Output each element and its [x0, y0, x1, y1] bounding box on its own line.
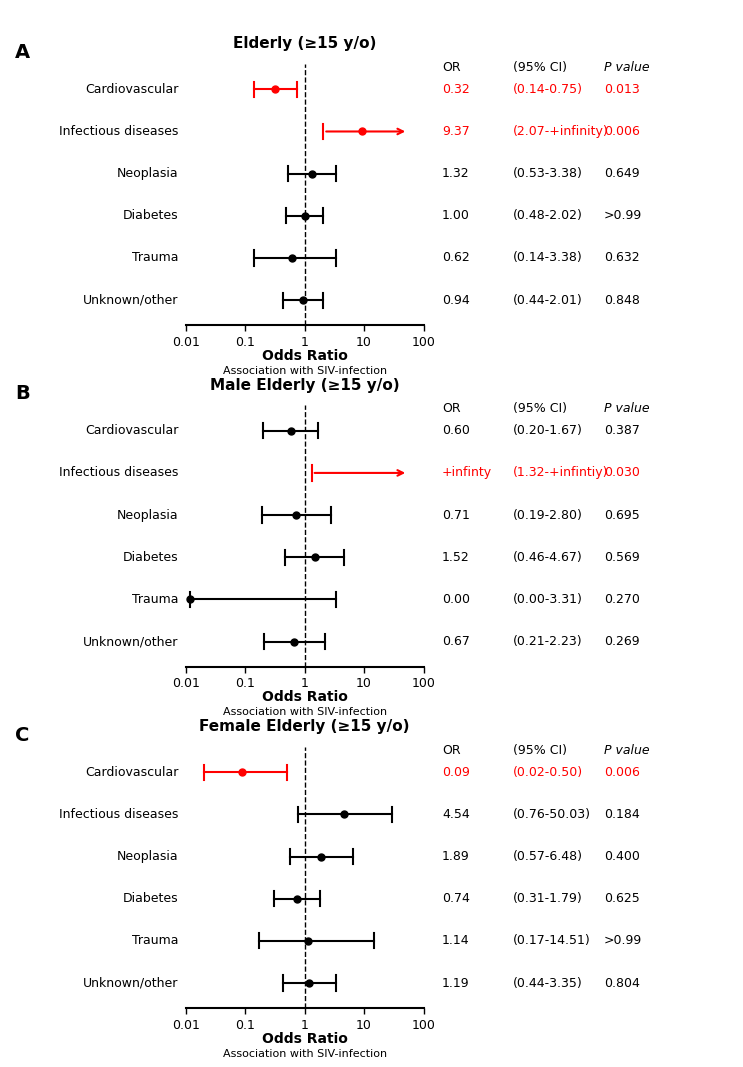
Text: Odds Ratio: Odds Ratio	[262, 690, 348, 704]
Text: 0.00: 0.00	[442, 593, 470, 606]
Text: 0.71: 0.71	[442, 509, 470, 522]
Text: 0.848: 0.848	[604, 293, 640, 306]
Text: B: B	[15, 384, 30, 403]
Text: Trauma: Trauma	[132, 252, 178, 265]
Text: 0.09: 0.09	[442, 766, 470, 779]
Text: 0.030: 0.030	[604, 466, 640, 479]
Text: (0.02-0.50): (0.02-0.50)	[513, 766, 583, 779]
Text: 0.013: 0.013	[604, 83, 640, 96]
Text: 0.32: 0.32	[442, 83, 470, 96]
Text: (0.14-0.75): (0.14-0.75)	[513, 83, 583, 96]
Text: Cardiovascular: Cardiovascular	[85, 83, 178, 96]
Text: Unknown/other: Unknown/other	[83, 635, 178, 648]
Text: Elderly (≥15 y/o): Elderly (≥15 y/o)	[233, 36, 376, 51]
Text: Association with SIV-infection: Association with SIV-infection	[223, 366, 386, 376]
Text: 0.60: 0.60	[442, 425, 470, 437]
Text: Unknown/other: Unknown/other	[83, 293, 178, 306]
Text: >0.99: >0.99	[604, 935, 642, 947]
Text: (0.20-1.67): (0.20-1.67)	[513, 425, 583, 437]
Text: (0.46-4.67): (0.46-4.67)	[513, 551, 583, 563]
Text: 1.14: 1.14	[442, 935, 470, 947]
Text: 1.00: 1.00	[442, 209, 470, 222]
Text: 0.67: 0.67	[442, 635, 470, 648]
Text: (0.44-3.35): (0.44-3.35)	[513, 976, 583, 989]
Text: 0.94: 0.94	[442, 293, 470, 306]
Text: Association with SIV-infection: Association with SIV-infection	[223, 1049, 386, 1058]
Text: Cardiovascular: Cardiovascular	[85, 425, 178, 437]
Text: A: A	[15, 43, 30, 62]
Text: Infectious diseases: Infectious diseases	[59, 808, 178, 821]
Text: 0.006: 0.006	[604, 766, 640, 779]
Text: (0.31-1.79): (0.31-1.79)	[513, 892, 583, 905]
Text: Odds Ratio: Odds Ratio	[262, 1032, 348, 1046]
Text: (0.17-14.51): (0.17-14.51)	[513, 935, 591, 947]
Text: (0.21-2.23): (0.21-2.23)	[513, 635, 583, 648]
Text: 1.52: 1.52	[442, 551, 470, 563]
Text: Male Elderly (≥15 y/o): Male Elderly (≥15 y/o)	[210, 378, 400, 393]
Text: OR: OR	[442, 744, 461, 757]
Text: 0.569: 0.569	[604, 551, 640, 563]
Text: Association with SIV-infection: Association with SIV-infection	[223, 707, 386, 717]
Text: 0.387: 0.387	[604, 425, 640, 437]
Text: 0.400: 0.400	[604, 850, 640, 863]
Text: Diabetes: Diabetes	[123, 209, 178, 222]
Text: >0.99: >0.99	[604, 209, 642, 222]
Text: Diabetes: Diabetes	[123, 892, 178, 905]
Text: 4.54: 4.54	[442, 808, 470, 821]
Text: OR: OR	[442, 61, 461, 74]
Text: 0.006: 0.006	[604, 125, 640, 138]
Text: Neoplasia: Neoplasia	[117, 509, 178, 522]
Text: Trauma: Trauma	[132, 593, 178, 606]
Text: 9.37: 9.37	[442, 125, 470, 138]
Text: (0.14-3.38): (0.14-3.38)	[513, 252, 583, 265]
Text: 0.632: 0.632	[604, 252, 640, 265]
Text: 0.62: 0.62	[442, 252, 470, 265]
Text: 0.269: 0.269	[604, 635, 640, 648]
Text: Infectious diseases: Infectious diseases	[59, 125, 178, 138]
Text: (95% CI): (95% CI)	[513, 402, 567, 415]
Text: Cardiovascular: Cardiovascular	[85, 766, 178, 779]
Text: (0.53-3.38): (0.53-3.38)	[513, 168, 583, 180]
Text: Trauma: Trauma	[132, 935, 178, 947]
Text: Unknown/other: Unknown/other	[83, 976, 178, 989]
Text: (0.00-3.31): (0.00-3.31)	[513, 593, 583, 606]
Text: (0.44-2.01): (0.44-2.01)	[513, 293, 583, 306]
Text: C: C	[15, 726, 29, 745]
Text: (0.57-6.48): (0.57-6.48)	[513, 850, 583, 863]
Text: Neoplasia: Neoplasia	[117, 850, 178, 863]
Text: 1.19: 1.19	[442, 976, 470, 989]
Text: 0.270: 0.270	[604, 593, 640, 606]
Text: Infectious diseases: Infectious diseases	[59, 466, 178, 479]
Text: 1.89: 1.89	[442, 850, 470, 863]
Text: Female Elderly (≥15 y/o): Female Elderly (≥15 y/o)	[199, 719, 410, 734]
Text: (1.32-+infintiy): (1.32-+infintiy)	[513, 466, 609, 479]
Text: 0.625: 0.625	[604, 892, 640, 905]
Text: 0.695: 0.695	[604, 509, 640, 522]
Text: P value: P value	[604, 744, 649, 757]
Text: 0.804: 0.804	[604, 976, 640, 989]
Text: 0.74: 0.74	[442, 892, 470, 905]
Text: (0.48-2.02): (0.48-2.02)	[513, 209, 583, 222]
Text: (2.07-+infinity): (2.07-+infinity)	[513, 125, 609, 138]
Text: Diabetes: Diabetes	[123, 551, 178, 563]
Text: 0.649: 0.649	[604, 168, 640, 180]
Text: (0.76-50.03): (0.76-50.03)	[513, 808, 591, 821]
Text: P value: P value	[604, 402, 649, 415]
Text: (0.19-2.80): (0.19-2.80)	[513, 509, 583, 522]
Text: 1.32: 1.32	[442, 168, 470, 180]
Text: Odds Ratio: Odds Ratio	[262, 349, 348, 363]
Text: P value: P value	[604, 61, 649, 74]
Text: 0.184: 0.184	[604, 808, 640, 821]
Text: +infinty: +infinty	[442, 466, 492, 479]
Text: OR: OR	[442, 402, 461, 415]
Text: Neoplasia: Neoplasia	[117, 168, 178, 180]
Text: (95% CI): (95% CI)	[513, 61, 567, 74]
Text: (95% CI): (95% CI)	[513, 744, 567, 757]
